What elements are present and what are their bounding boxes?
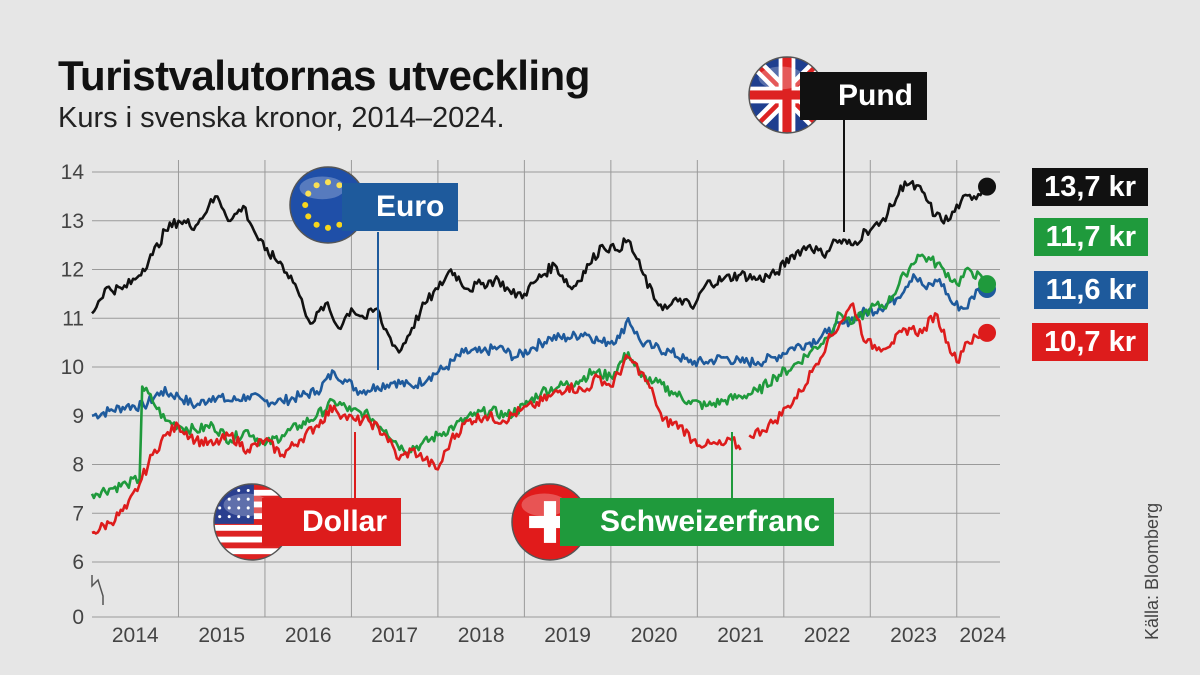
dollar-end-label: 10,7 kr <box>1032 323 1148 361</box>
euro-label: Euro <box>376 190 445 223</box>
x-tick-label: 2017 <box>371 624 418 647</box>
x-tick-label: 2020 <box>631 624 678 647</box>
y-tick-label: 0 <box>72 606 84 629</box>
franc-end-dot <box>978 275 997 294</box>
pund-line <box>91 180 989 354</box>
dollar-callout: Dollar <box>262 498 402 546</box>
euro-end-label: 11,6 kr <box>1033 271 1148 309</box>
x-tick-label: 2023 <box>890 624 937 647</box>
pund-label: Pund <box>838 79 913 112</box>
pund-end-label: 13,7 kr <box>1032 168 1148 206</box>
chart-title: Turistvalutornas utveckling <box>58 52 590 99</box>
y-tick-label: 13 <box>61 210 84 233</box>
dollar-end-dot <box>978 323 997 342</box>
pund-callout: Pund <box>800 72 927 120</box>
y-tick-label: 7 <box>72 502 84 525</box>
franc-callout: Schweizerfranc <box>560 498 835 546</box>
pund-end-dot <box>978 177 997 196</box>
franc-label: Schweizerfranc <box>600 505 821 538</box>
x-tick-label: 2022 <box>804 624 851 647</box>
x-tick-label: 2021 <box>717 624 764 647</box>
chart-subtitle: Kurs i svenska kronor, 2014–2024. <box>58 102 505 134</box>
y-tick-label: 9 <box>72 405 84 428</box>
x-tick-label: 2015 <box>198 624 245 647</box>
euro-callout: Euro <box>342 183 459 231</box>
y-tick-label: 12 <box>61 259 84 282</box>
y-tick-label: 8 <box>72 454 84 477</box>
x-tick-label: 2024 <box>959 624 1006 647</box>
y-tick-label: 14 <box>61 161 85 184</box>
axis-break-icon <box>91 575 104 605</box>
y-tick-label: 6 <box>72 551 84 574</box>
x-tick-label: 2014 <box>112 624 159 647</box>
y-tick-label: 11 <box>62 307 84 330</box>
x-tick-label: 2018 <box>458 624 505 647</box>
uk-flag-icon <box>748 56 826 134</box>
dollar-label: Dollar <box>302 505 388 538</box>
franc-end-label: 11,7 kr <box>1033 218 1148 256</box>
y-tick-label: 10 <box>61 356 84 379</box>
x-tick-label: 2016 <box>285 624 332 647</box>
dollar-line <box>91 302 989 535</box>
franc-line <box>90 253 989 500</box>
source-note: Källa: Bloomberg <box>1142 502 1162 640</box>
x-tick-label: 2019 <box>544 624 591 647</box>
